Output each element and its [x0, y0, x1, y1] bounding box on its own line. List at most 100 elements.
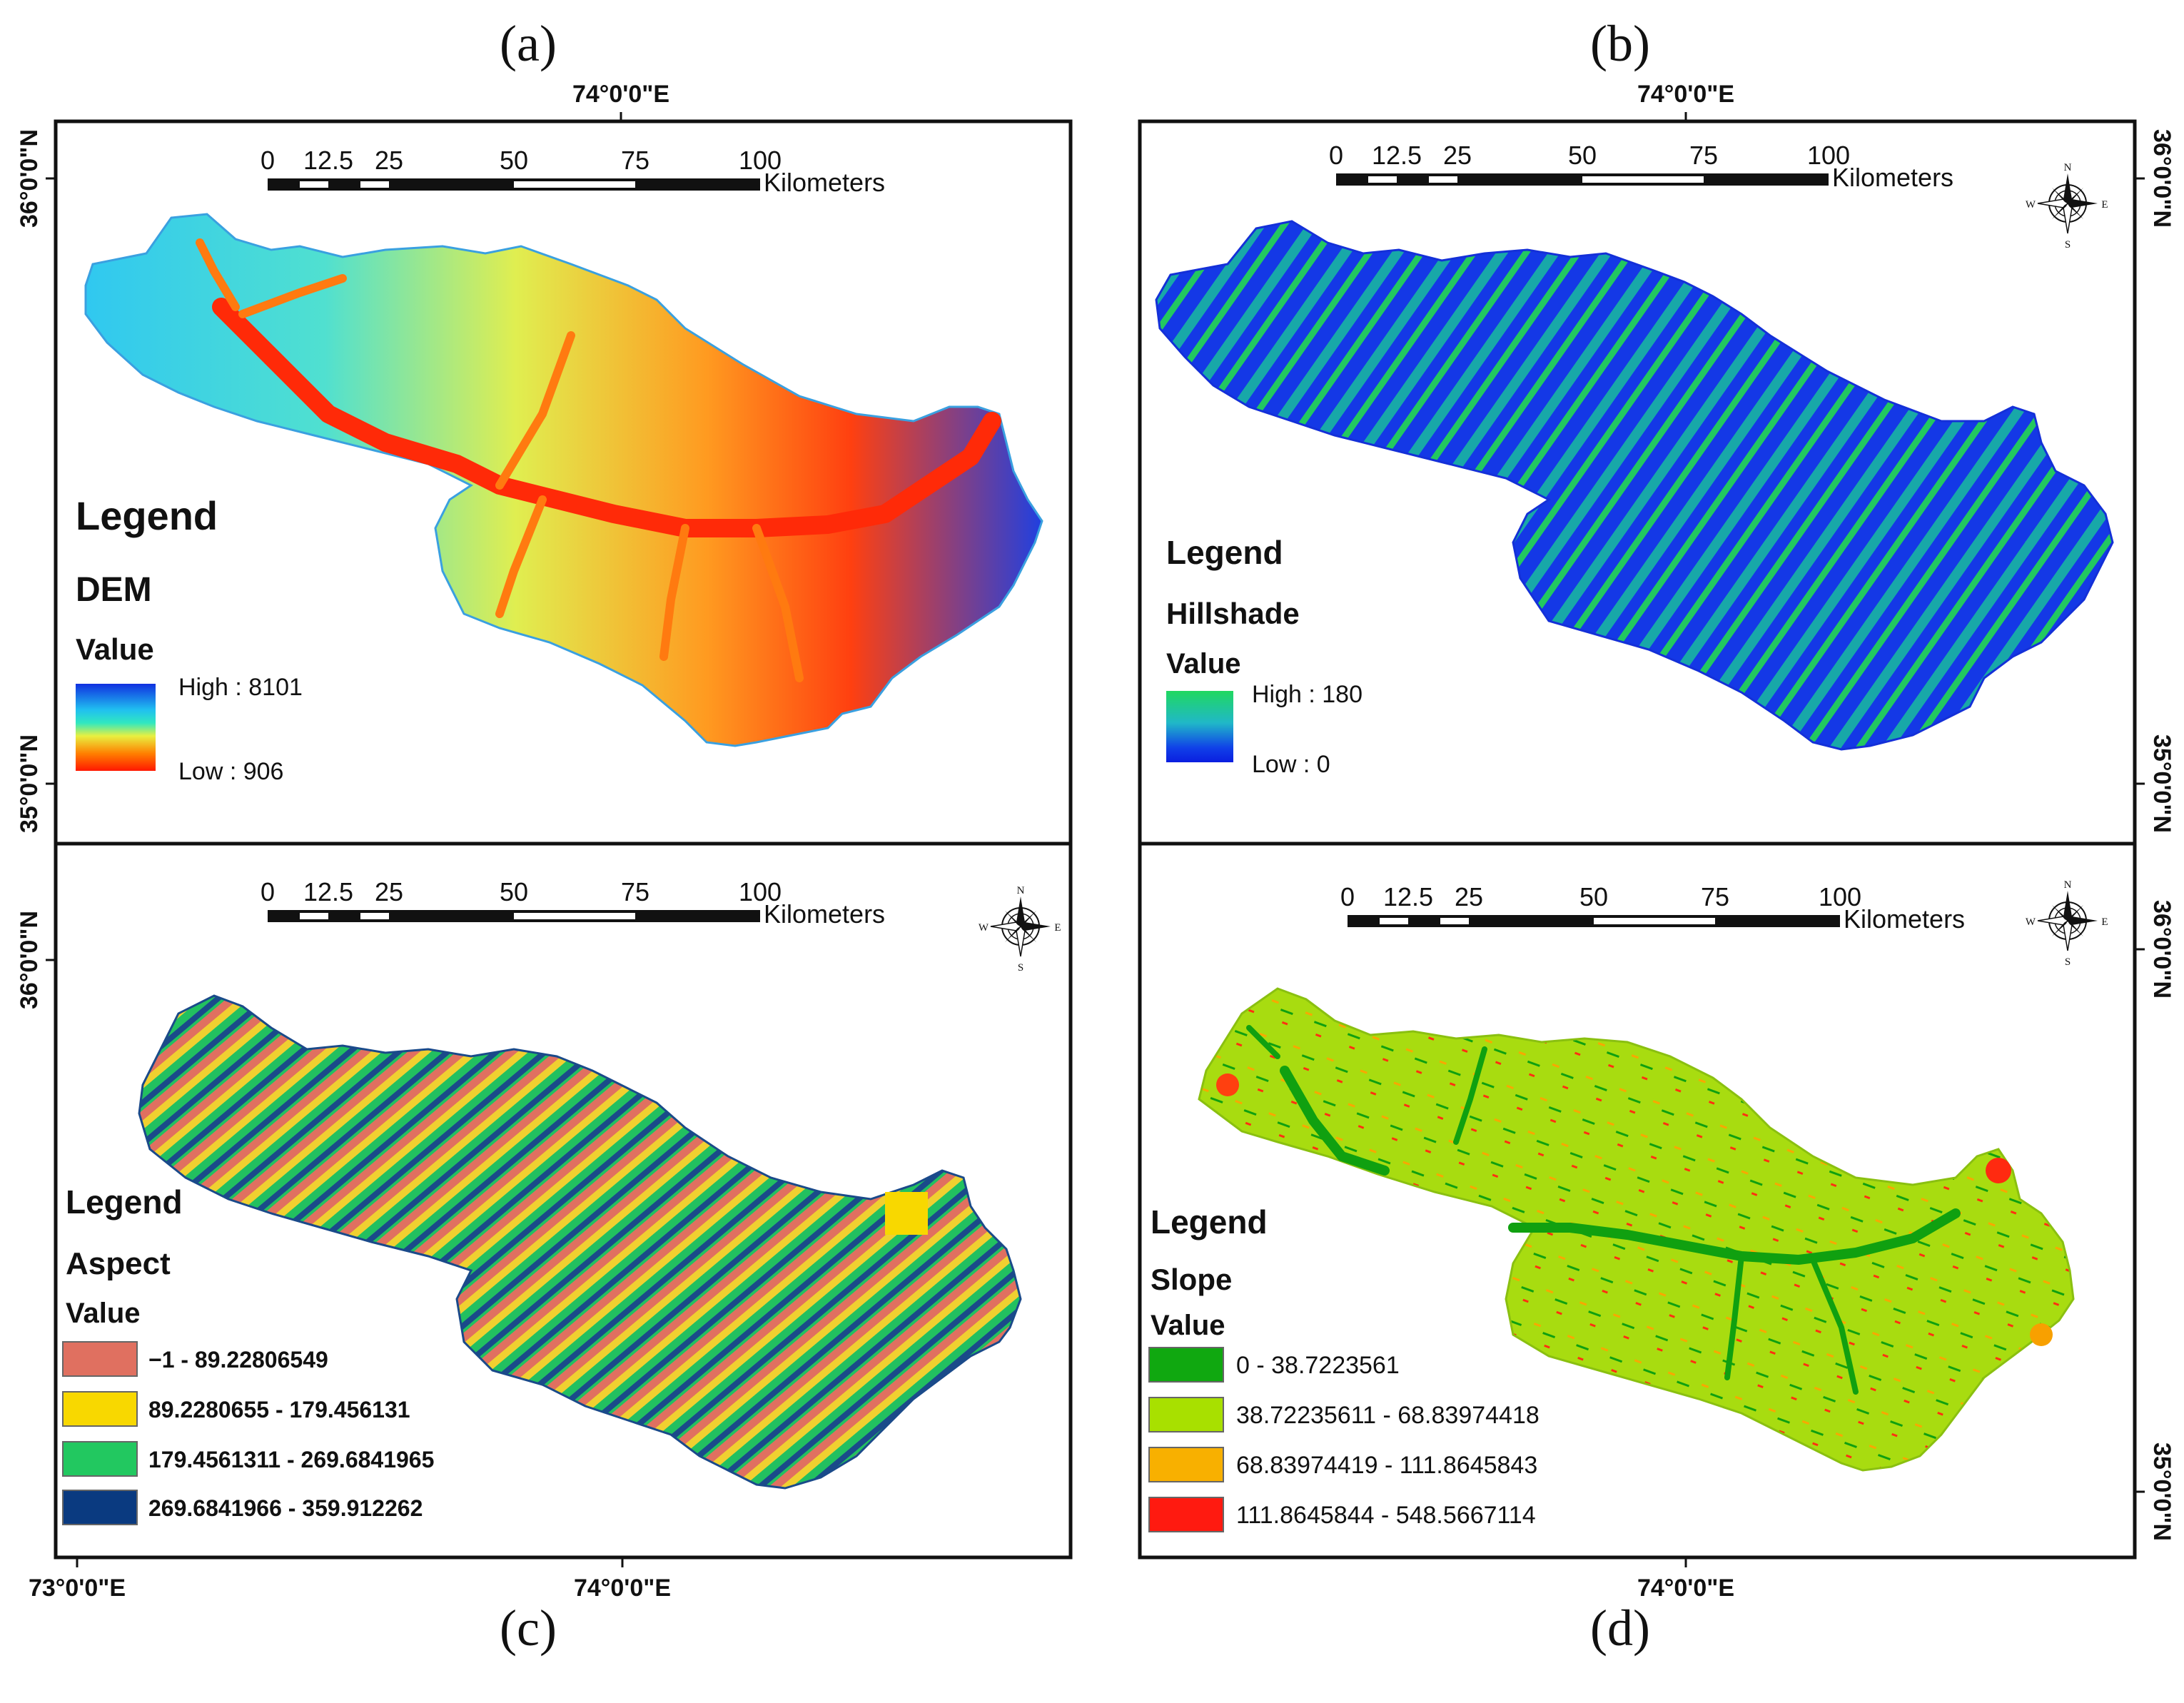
dem-watershed [84, 213, 1043, 747]
legend-c-swatch-1 [62, 1341, 138, 1377]
panel-a-map [84, 213, 1043, 747]
scale-a-50: 50 [500, 146, 528, 175]
compass-c-n: N [1017, 885, 1025, 896]
legend-c-class-2: 89.2280655 - 179.456131 [62, 1391, 410, 1427]
legend-c-layer: Aspect [66, 1246, 171, 1281]
legend-b-high: High : 180 [1252, 681, 1363, 708]
legend-b-value-label: Value [1166, 648, 1241, 679]
aspect-watershed [138, 994, 1022, 1490]
lat-label-d-36: 36°0'0"N [2148, 900, 2175, 999]
compass-d-n: N [2064, 879, 2072, 891]
scale-b-75: 75 [1689, 141, 1718, 170]
graticule-ticks [46, 112, 2145, 1567]
slope-red-patch-3 [1216, 1073, 1239, 1096]
scale-a-unit: Kilometers [764, 168, 885, 197]
scale-c-25: 25 [375, 877, 403, 906]
compass-d-s: S [2065, 956, 2071, 968]
scale-a-100: 100 [739, 146, 782, 175]
legend-c-label-2: 89.2280655 - 179.456131 [148, 1397, 410, 1422]
legend-d-swatch-4 [1148, 1497, 1224, 1532]
legend-d: Legend Slope Value 0 - 38.7223561 38.722… [1148, 1203, 1540, 1532]
panel-label-b: (b) [1590, 15, 1650, 72]
compass-d-w: W [2026, 916, 2036, 928]
bottom-lon-label-74-right: 74°0'0"E [1637, 1575, 1734, 1602]
legend-c-value-label: Value [66, 1298, 141, 1329]
scale-d-100: 100 [1819, 882, 1861, 911]
legend-c-class-4: 269.6841966 - 359.912262 [62, 1490, 423, 1525]
north-arrow-icon-d: N S E W [2026, 879, 2108, 968]
legend-d-class-4: 111.8645844 - 548.5667114 [1148, 1497, 1536, 1532]
lat-label-d-35: 35°0'0"N [2148, 1442, 2175, 1541]
lat-label-b-35: 35°0'0"N [2148, 734, 2175, 833]
legend-b-title: Legend [1166, 534, 1283, 571]
panel-label-a: (a) [500, 15, 557, 72]
legend-d-label-2: 38.72235611 - 68.83974418 [1236, 1402, 1540, 1429]
slope-river-trib [1246, 1025, 1859, 1395]
legend-c: Legend Aspect Value −1 - 89.22806549 89.… [62, 1183, 434, 1525]
hillshade-watershed [1155, 220, 2114, 751]
scale-bar-a: 0 12.5 25 50 75 100 Kilometers [261, 146, 885, 197]
legend-a-layer: DEM [76, 571, 152, 609]
lat-label-a-35: 35°0'0"N [16, 734, 43, 833]
compass-c-s: S [1018, 962, 1023, 974]
scale-b-100: 100 [1807, 141, 1850, 170]
dem-valley-main [212, 298, 1001, 537]
legend-d-layer: Slope [1151, 1263, 1232, 1296]
scale-d-12-5: 12.5 [1383, 882, 1433, 911]
legend-a-title: Legend [76, 493, 218, 538]
panel-c-map [138, 994, 1022, 1490]
legend-d-label-3: 68.83974419 - 111.8645843 [1236, 1452, 1537, 1479]
compass-b-n: N [2064, 162, 2072, 173]
legend-b-ramp [1166, 691, 1233, 762]
legend-c-swatch-2 [62, 1391, 138, 1427]
scale-d-25: 25 [1455, 882, 1483, 911]
panel-label-d: (d) [1590, 1600, 1650, 1657]
legend-c-class-1: −1 - 89.22806549 [62, 1341, 328, 1377]
compass-b-s: S [2065, 239, 2071, 251]
legend-c-label-3: 179.4561311 - 269.6841965 [148, 1447, 434, 1472]
top-lon-label-left: 74°0'0"E [572, 81, 669, 108]
scale-a-25: 25 [375, 146, 403, 175]
bottom-lon-label-73: 73°0'0"E [29, 1575, 126, 1602]
scale-c-unit: Kilometers [764, 899, 885, 929]
compass-c-e: E [1054, 922, 1061, 934]
legend-d-swatch-3 [1148, 1447, 1224, 1482]
legend-c-title: Legend [66, 1183, 183, 1221]
aspect-yellow-patch [885, 1192, 928, 1235]
scale-c-50: 50 [500, 877, 528, 906]
scale-c-12-5: 12.5 [303, 877, 353, 906]
north-arrow-icon-c: N S E W [979, 885, 1061, 974]
compass-b-e: E [2101, 199, 2108, 211]
scale-b-unit: Kilometers [1832, 163, 1953, 192]
scale-b-25: 25 [1443, 141, 1472, 170]
compass-b-w: W [2026, 199, 2036, 211]
dem-valley-trib-1 [196, 238, 804, 682]
legend-a-value-label: Value [76, 632, 154, 666]
panel-label-c: (c) [500, 1600, 557, 1657]
legend-d-label-4: 111.8645844 - 548.5667114 [1236, 1502, 1536, 1529]
panel-b-map [1155, 220, 2114, 751]
legend-c-label-1: −1 - 89.22806549 [148, 1347, 328, 1373]
legend-b: Legend Hillshade Value High : 180 Low : … [1166, 534, 1363, 778]
scale-b-50: 50 [1568, 141, 1597, 170]
legend-c-label-4: 269.6841966 - 359.912262 [148, 1495, 423, 1521]
scale-c-75: 75 [621, 877, 649, 906]
bottom-lon-label-74-left: 74°0'0"E [574, 1575, 671, 1602]
legend-d-class-3: 68.83974419 - 111.8645843 [1148, 1447, 1537, 1482]
legend-d-value-label: Value [1151, 1310, 1225, 1341]
legend-d-swatch-1 [1148, 1347, 1224, 1383]
legend-c-swatch-4 [62, 1490, 138, 1525]
lat-label-a-36: 36°0'0"N [16, 129, 43, 228]
legend-c-class-3: 179.4561311 - 269.6841965 [62, 1441, 434, 1477]
scale-c-0: 0 [261, 877, 275, 906]
scale-bar-c: 0 12.5 25 50 75 100 Kilometers [261, 877, 885, 929]
legend-d-title: Legend [1151, 1203, 1268, 1240]
legend-c-swatch-3 [62, 1441, 138, 1477]
scale-c-100: 100 [739, 877, 782, 906]
legend-d-swatch-2 [1148, 1397, 1224, 1432]
legend-a-low: Low : 906 [178, 758, 283, 785]
legend-b-low: Low : 0 [1252, 751, 1330, 778]
compass-d-e: E [2101, 916, 2108, 928]
slope-watershed [1198, 987, 2075, 1472]
scale-b-12-5: 12.5 [1372, 141, 1422, 170]
